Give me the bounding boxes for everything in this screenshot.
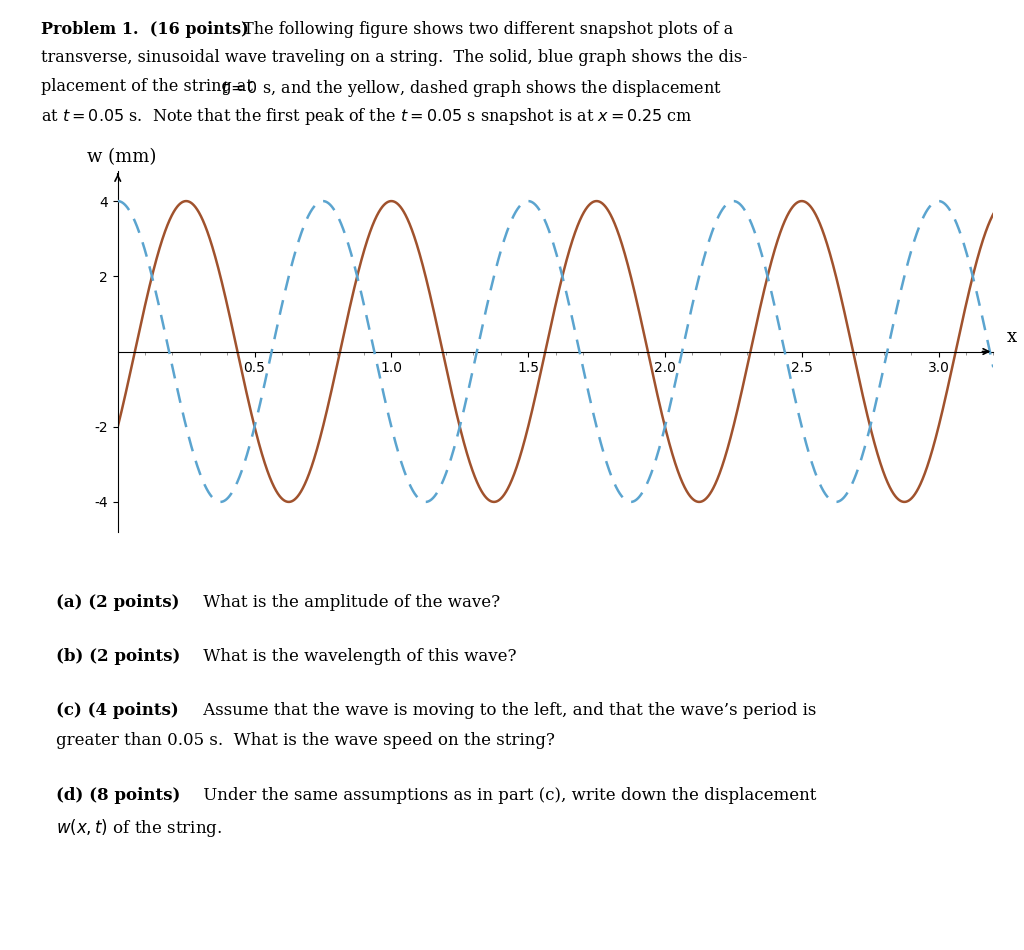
Text: (d) (8 points): (d) (8 points): [56, 787, 180, 804]
Text: (c) (4 points): (c) (4 points): [56, 702, 179, 719]
Text: transverse, sinusoidal wave traveling on a string.  The solid, blue graph shows : transverse, sinusoidal wave traveling on…: [41, 49, 748, 66]
Text: Assume that the wave is moving to the left, and that the wave’s period is: Assume that the wave is moving to the le…: [198, 702, 816, 719]
Text: greater than 0.05 s.  What is the wave speed on the string?: greater than 0.05 s. What is the wave sp…: [56, 732, 555, 750]
Text: What is the wavelength of this wave?: What is the wavelength of this wave?: [198, 648, 516, 665]
Text: (b) (2 points): (b) (2 points): [56, 648, 180, 665]
Text: $w(x, t)$ of the string.: $w(x, t)$ of the string.: [56, 817, 222, 839]
Text: placement of the string at: placement of the string at: [41, 78, 258, 95]
Text: The following figure shows two different snapshot plots of a: The following figure shows two different…: [238, 21, 733, 38]
Text: What is the amplitude of the wave?: What is the amplitude of the wave?: [198, 594, 500, 611]
Text: $t = 0$ s, and the yellow, dashed graph shows the displacement: $t = 0$ s, and the yellow, dashed graph …: [221, 78, 722, 99]
Text: Under the same assumptions as in part (c), write down the displacement: Under the same assumptions as in part (c…: [198, 787, 816, 804]
Text: x (cm): x (cm): [1007, 328, 1024, 346]
Text: at $t = 0.05$ s.  Note that the first peak of the $t = 0.05$ s snapshot is at $x: at $t = 0.05$ s. Note that the first pea…: [41, 106, 692, 127]
Text: w (mm): w (mm): [87, 148, 157, 166]
Text: Problem 1.  (16 points): Problem 1. (16 points): [41, 21, 249, 38]
Text: (a) (2 points): (a) (2 points): [56, 594, 180, 611]
